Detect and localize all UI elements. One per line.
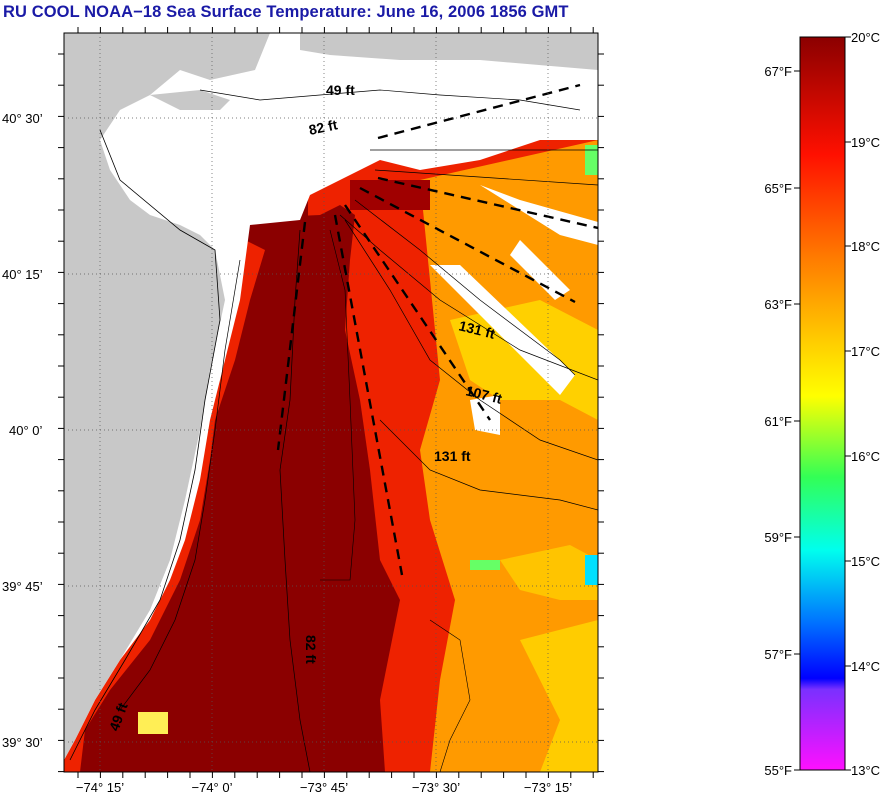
land-sandy-hook [150,90,230,110]
colorbar-gradient [799,36,846,771]
sst-cool-pixel [585,555,598,585]
graticule [64,33,598,772]
sst-cool-pixel [585,145,598,175]
land-new-jersey [64,33,270,760]
lat-tick-label: 40° 0’ [9,423,43,438]
fahrenheit-label: 59°F [764,530,792,545]
lat-tick-label: 39° 30’ [2,735,43,750]
contour-label: 82 ft [307,116,339,138]
lon-labels: −74° 15’ −74° 0’ −73° 45’ −73° 30’ −73° … [76,780,572,795]
contour-line [374,169,598,186]
lon-tick-label: −73° 45’ [300,780,348,795]
nodata-patch [470,395,500,435]
frame-ticks [58,27,604,778]
lon-tick-label: −73° 15’ [524,780,572,795]
lat-labels: 40° 30’ 40° 15’ 40° 0’ 39° 45’ 39° 30’ [2,111,43,750]
contour-label: 82 ft [303,635,319,664]
celsius-label: 19°C [851,135,880,150]
celsius-label: 13°C [851,763,880,778]
contour-label: 49 ft [326,82,355,98]
contour-line [320,229,356,581]
fahrenheit-label: 55°F [764,763,792,778]
contour-line [344,219,598,461]
contour-line [429,619,471,772]
nodata-strip [480,185,598,245]
sst-cool-pixel [470,560,500,570]
lat-tick-label: 40° 15’ [2,267,43,282]
contour-label: 131 ft [434,448,471,464]
land-long-island [300,33,598,70]
lon-tick-label: −74° 0’ [192,780,233,795]
fahrenheit-label: 65°F [764,181,792,196]
celsius-label: 20°C [851,30,880,45]
contour-line [354,199,576,376]
sst-yellow-south [520,620,598,772]
celsius-label: 15°C [851,554,880,569]
nodata-strip [430,265,575,395]
fahrenheit-label: 67°F [764,64,792,79]
nodata-north [64,33,598,760]
map-frame [63,32,599,773]
lon-tick-label: −74° 15’ [76,780,124,795]
contour-line [119,259,241,711]
fahrenheit-label: 57°F [764,647,792,662]
celsius-label: 17°C [851,344,880,359]
fahrenheit-label: 61°F [764,414,792,429]
transect-lines [276,83,598,576]
colorbar-ticks [794,36,851,771]
coastline [69,129,221,761]
sst-coastal-dark [80,205,400,772]
contour-line [199,89,581,111]
nodata-strip [510,240,570,300]
lat-tick-label: 40° 30’ [2,111,43,126]
fahrenheit-label: 63°F [764,297,792,312]
celsius-label: 14°C [851,659,880,674]
lat-tick-label: 39° 45’ [2,579,43,594]
contour-line [379,419,598,511]
celsius-label: 16°C [851,449,880,464]
colorbar-f-labels: 67°F 65°F 63°F 61°F 59°F 57°F 55°F [764,64,792,778]
sst-yellow-pixel [138,712,168,734]
map-title: RU COOL NOAA−18 Sea Surface Temperature:… [3,3,569,21]
colorbar-c-labels: 20°C 19°C 18°C 17°C 16°C 15°C 14°C 13°C [851,30,880,778]
lon-tick-label: −73° 30’ [412,780,460,795]
contour-line [279,229,311,772]
celsius-label: 18°C [851,239,880,254]
